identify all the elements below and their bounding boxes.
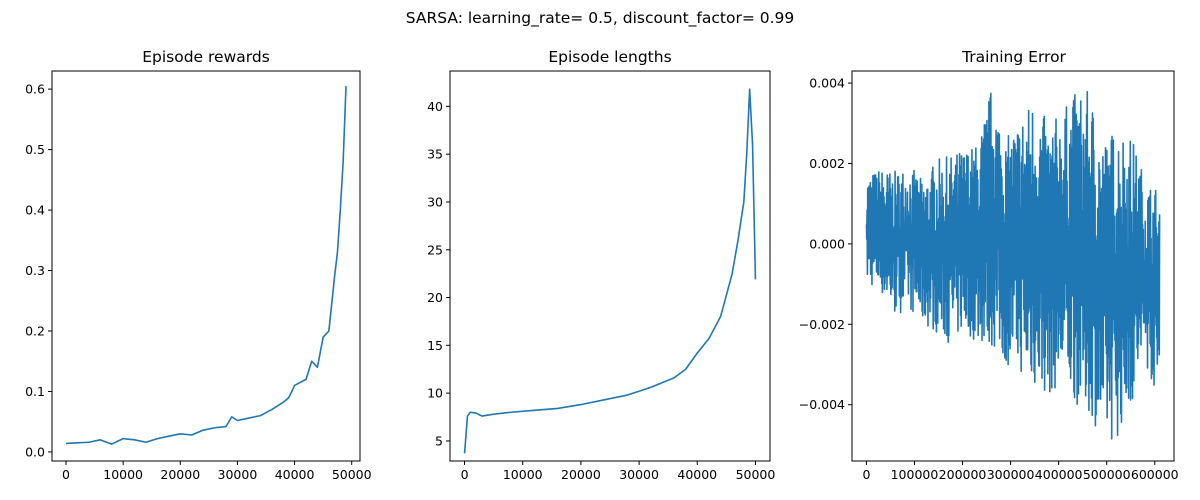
y-tick-label: 0.000 bbox=[809, 236, 845, 251]
x-tick-label: 30000 bbox=[619, 467, 659, 482]
axes-frame bbox=[449, 70, 771, 462]
x-tick-label: 20000 bbox=[160, 467, 200, 482]
x-tick-label: 600000 bbox=[1131, 467, 1179, 482]
y-tick-label: 0.4 bbox=[25, 203, 45, 218]
x-tick-label: 50000 bbox=[736, 467, 776, 482]
y-tick-label: 5 bbox=[435, 433, 443, 448]
y-tick-label: 0.5 bbox=[25, 142, 45, 157]
y-tick-label: 10 bbox=[427, 386, 443, 401]
x-tick-label: 0 bbox=[862, 467, 870, 482]
series-line bbox=[463, 88, 757, 454]
x-tick-label: 0 bbox=[62, 467, 70, 482]
subplot-episode-lengths: Episode lengths 0 10000 20000 30000 40000 500… bbox=[427, 48, 775, 482]
y-tick-label: 20 bbox=[427, 290, 443, 305]
series-line bbox=[65, 86, 347, 445]
subplot-title: Training Error bbox=[961, 48, 1066, 66]
y-tick-label: 35 bbox=[427, 147, 443, 162]
y-tick-label: 0.3 bbox=[25, 263, 45, 278]
y-tick-label: 40 bbox=[427, 99, 443, 114]
y-tick-label: 0.002 bbox=[809, 156, 845, 171]
x-tick-label: 500000 bbox=[1083, 467, 1131, 482]
subplot-training-error: Training Error 0 100000 200000 300000 400000… bbox=[799, 48, 1179, 482]
y-tick-label: 25 bbox=[427, 242, 443, 257]
y-tick-label: 0.004 bbox=[809, 76, 845, 91]
x-tick-label: 10000 bbox=[103, 467, 143, 482]
y-tick-label: 30 bbox=[427, 194, 443, 209]
x-tick-label: 50000 bbox=[332, 467, 372, 482]
subplot-title: Episode lengths bbox=[548, 48, 671, 66]
axes-frame bbox=[851, 70, 1175, 462]
x-tick-label: 10000 bbox=[503, 467, 543, 482]
x-tick-label: 200000 bbox=[939, 467, 987, 482]
y-tick-label: −0.002 bbox=[799, 317, 845, 332]
subplot-episode-rewards: Episode rewards 0 10000 20000 30000 40000 500… bbox=[25, 48, 372, 482]
subplot-title: Episode rewards bbox=[142, 48, 270, 66]
axes-frame bbox=[51, 70, 361, 462]
x-tick-label: 300000 bbox=[987, 467, 1035, 482]
y-tick-label: −0.004 bbox=[799, 397, 845, 412]
x-tick-label: 100000 bbox=[891, 467, 939, 482]
x-tick-label: 20000 bbox=[561, 467, 601, 482]
x-tick-label: 30000 bbox=[218, 467, 258, 482]
y-tick-label: 0.6 bbox=[25, 82, 45, 97]
x-tick-label: 0 bbox=[461, 467, 469, 482]
x-tick-label: 40000 bbox=[275, 467, 315, 482]
figure-suptitle: SARSA: learning_rate= 0.5, discount_fact… bbox=[406, 9, 795, 28]
x-tick-label: 400000 bbox=[1035, 467, 1083, 482]
y-tick-label: 0.2 bbox=[25, 324, 45, 339]
x-tick-label: 40000 bbox=[677, 467, 717, 482]
y-tick-label: 15 bbox=[427, 338, 443, 353]
series-line bbox=[865, 90, 1161, 440]
y-tick-label: 0.1 bbox=[25, 384, 45, 399]
y-tick-label: 0.0 bbox=[25, 444, 45, 459]
